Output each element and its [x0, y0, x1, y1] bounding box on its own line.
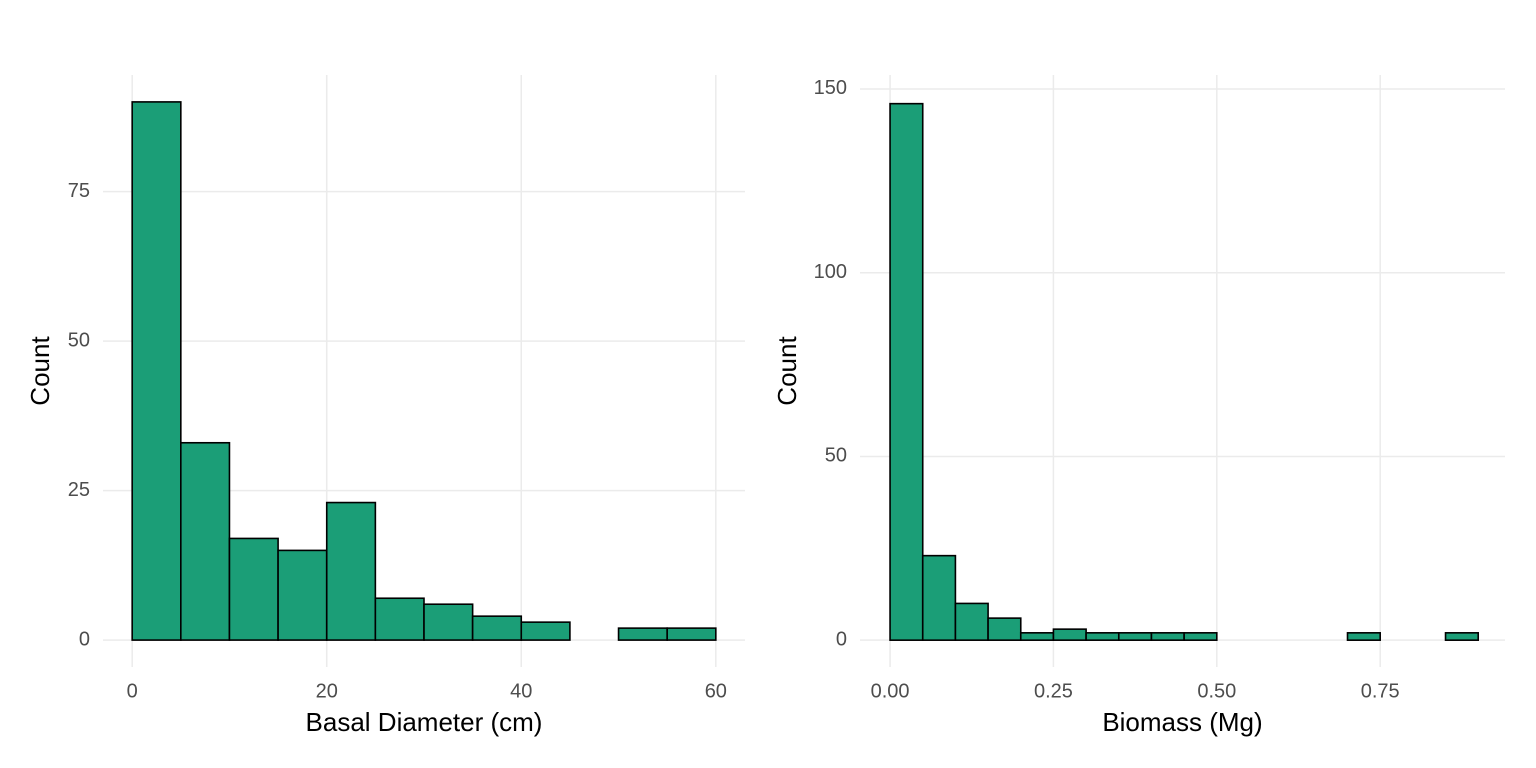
bar	[889, 102, 924, 641]
x-tick-label: 40	[510, 680, 532, 702]
bar	[374, 597, 425, 641]
bar	[325, 501, 377, 641]
y-tick-label: 50	[825, 445, 847, 467]
bar	[1117, 632, 1153, 641]
x-tick-label: 0	[127, 680, 138, 702]
y-tick-label: 25	[68, 479, 90, 501]
bar	[1019, 632, 1055, 641]
x-tick-label: 0.50	[1197, 680, 1236, 702]
bar	[1085, 632, 1120, 641]
bar	[954, 602, 989, 641]
bar	[131, 101, 182, 641]
x-tick-label: 60	[705, 680, 727, 702]
bar	[1444, 632, 1480, 641]
y-tick-label: 75	[68, 180, 90, 202]
x-tick-label: 0.00	[871, 680, 910, 702]
y-tick-label: 150	[814, 77, 847, 99]
bar	[617, 627, 668, 641]
x-tick-label: 0.25	[1034, 680, 1073, 702]
bar	[1052, 628, 1087, 641]
bar	[228, 537, 279, 641]
bar	[1183, 632, 1218, 641]
y-tick-label: 100	[814, 261, 847, 283]
bar	[520, 621, 571, 641]
bar	[666, 627, 717, 641]
y-tick-label: 0	[79, 628, 90, 650]
y-axis-title: Count	[772, 336, 802, 406]
y-axis-title: Count	[25, 336, 55, 406]
bar	[1150, 632, 1185, 641]
bar	[921, 554, 957, 641]
y-tick-label: 50	[68, 329, 90, 351]
bar	[987, 617, 1022, 641]
x-tick-label: 0.75	[1361, 680, 1400, 702]
y-tick-label: 0	[836, 628, 847, 650]
bar	[423, 603, 474, 641]
x-axis-title: Basal Diameter (cm)	[306, 707, 543, 737]
x-tick-label: 20	[316, 680, 338, 702]
bar	[277, 549, 328, 641]
bar	[1346, 632, 1381, 641]
bar	[471, 615, 523, 641]
x-axis-title: Biomass (Mg)	[1102, 707, 1262, 737]
bar	[180, 441, 231, 641]
